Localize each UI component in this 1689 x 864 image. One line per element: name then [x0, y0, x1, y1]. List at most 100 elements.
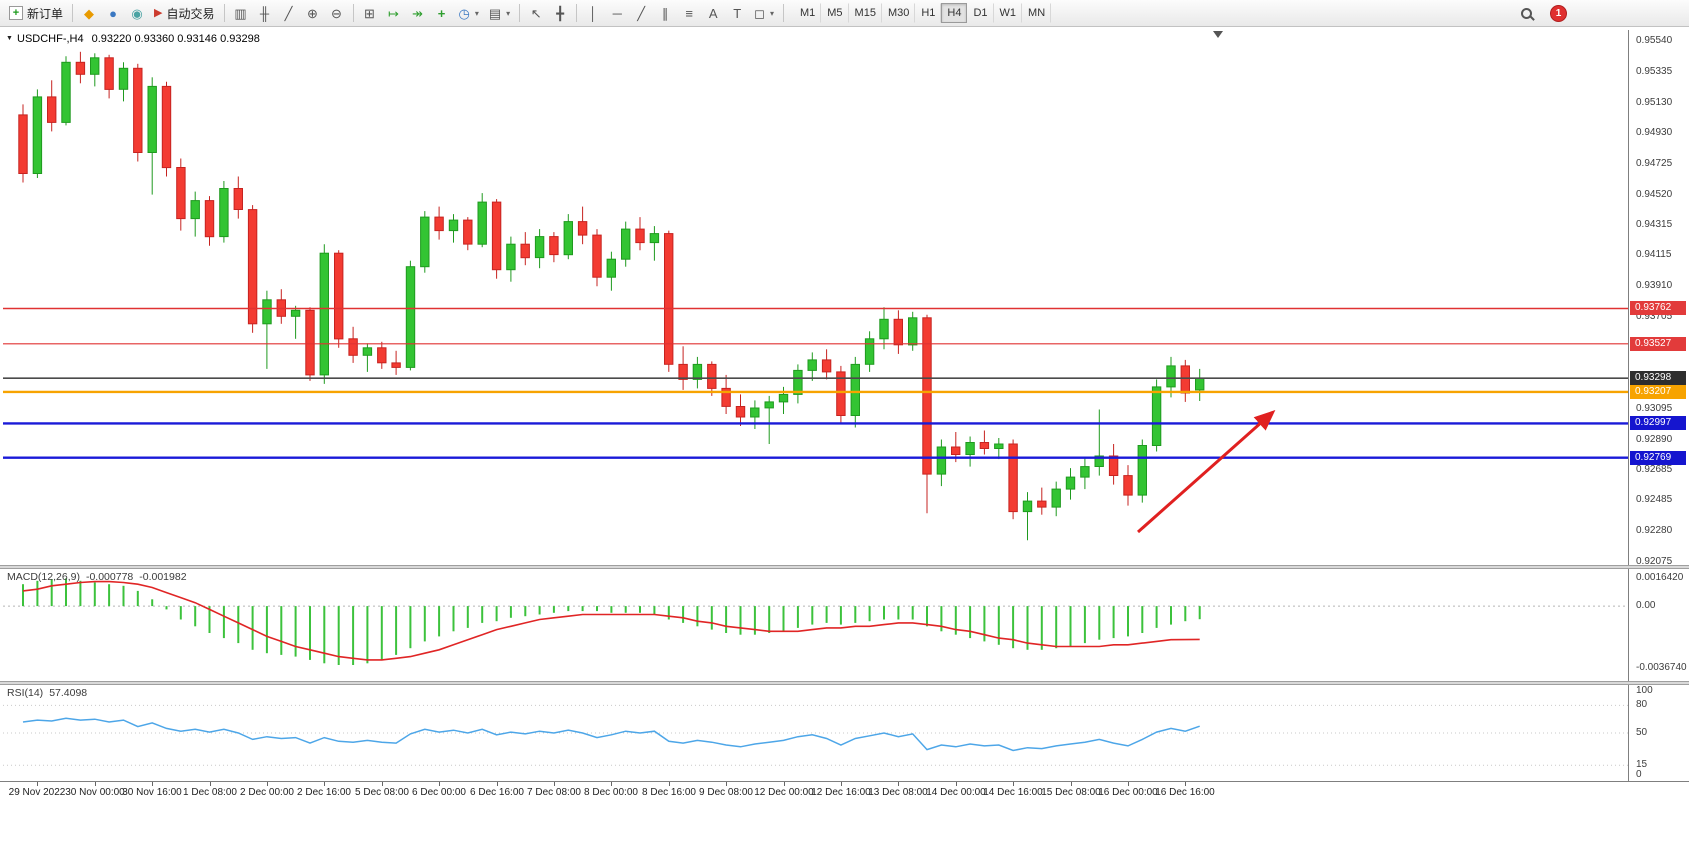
time-tick-label: 13 Dec 08:00	[868, 787, 928, 798]
toolbar-separator	[72, 4, 74, 22]
rsi-tick-label: 0	[1636, 769, 1642, 780]
price-tick-label: 0.95540	[1636, 35, 1673, 46]
horizontal-line-icon: ─	[612, 5, 622, 21]
zoom-in-button[interactable]: ⊕	[301, 2, 325, 24]
fibonacci-icon: ≡	[685, 5, 693, 21]
toolbar-separator	[352, 4, 354, 22]
vertical-line-icon: │	[589, 5, 598, 21]
timeframe-button-w1[interactable]: W1	[994, 3, 1023, 23]
macd-tick-label: -0.0036740	[1636, 662, 1687, 673]
timeframe-button-m15[interactable]: M15	[849, 3, 882, 23]
timeframe-button-m1[interactable]: M1	[794, 3, 822, 23]
chevron-down-icon: ▾	[506, 8, 511, 18]
time-tick-label: 12 Dec 00:00	[754, 787, 814, 798]
time-tick-label: 12 Dec 16:00	[811, 787, 871, 798]
time-tick-mark	[669, 782, 670, 786]
tile-windows-button[interactable]: ⊞	[358, 2, 382, 24]
time-tick-mark	[1071, 782, 1072, 786]
new-order-button[interactable]: + 新订单	[4, 2, 68, 24]
price-tick-label: 0.93095	[1636, 403, 1673, 414]
line-chart-button[interactable]: ╱	[277, 2, 301, 24]
price-tick-label: 0.94115	[1636, 249, 1672, 260]
price-tick-label: 0.95335	[1636, 66, 1673, 77]
metaeditor-button[interactable]: ◆	[77, 2, 101, 24]
add-indicator-icon: +	[437, 5, 446, 21]
auto-trading-button[interactable]: ▶ 自动交易	[149, 2, 219, 24]
time-axis-line	[0, 781, 1689, 782]
time-tick-label: 30 Nov 00:00	[65, 787, 125, 798]
crosshair-button[interactable]: ╋	[548, 2, 572, 24]
metaeditor-icon: ◆	[84, 5, 95, 21]
timeframe-button-m5[interactable]: M5	[821, 3, 849, 23]
zoom-out-icon: ⊖	[331, 5, 342, 21]
time-tick-mark	[784, 782, 785, 786]
trend-arrow[interactable]	[1137, 410, 1276, 534]
clock-icon: ◷	[458, 5, 470, 21]
vertical-line-button[interactable]: │	[581, 2, 605, 24]
price-tick-label: 0.94520	[1636, 189, 1673, 200]
chart-shift-button[interactable]: ↦	[382, 2, 406, 24]
time-axis[interactable]: 29 Nov 2022 30 Nov 00:00 30 Nov 16:00 1 Dec…	[0, 782, 1689, 812]
price-scale[interactable]: 0.95540 0.95335 0.95130 0.94930 0.94725 0.945…	[1628, 30, 1689, 567]
signals-button[interactable]: ◉	[125, 2, 149, 24]
text-label-button[interactable]: T	[725, 2, 749, 24]
rsi-line	[22, 717, 1200, 752]
chart-ohlc-values: 0.93220 0.93360 0.93146 0.93298	[91, 33, 260, 45]
price-level-badge: 0.92769	[1630, 451, 1686, 465]
fibonacci-button[interactable]: ≡	[677, 2, 701, 24]
line-chart-icon: ╱	[284, 5, 293, 21]
rsi-value: 57.4098	[49, 687, 88, 699]
new-order-label: 新订单	[27, 6, 64, 21]
channel-button[interactable]: ∥	[653, 2, 677, 24]
macd-scale[interactable]: 0.0016420 0.00 -0.0036740	[1628, 569, 1689, 681]
chart-window: ▼ USDCHF-,H4 0.93220 0.93360 0.93146 0.9…	[0, 27, 1689, 864]
text-label-icon: T	[733, 5, 742, 21]
shapes-button[interactable]: ◻ ▾	[749, 2, 779, 24]
market-button[interactable]: ●	[101, 2, 125, 24]
timeframe-button-d1[interactable]: D1	[967, 3, 994, 23]
template-button[interactable]: ▤ ▾	[484, 2, 515, 24]
macd-plot[interactable]	[3, 569, 1628, 681]
time-tick-label: 9 Dec 08:00	[699, 787, 753, 798]
panel-divider[interactable]	[0, 565, 1689, 569]
crosshair-icon: ╋	[556, 5, 565, 21]
price-level-badge: 0.93298	[1630, 371, 1686, 385]
candlestick-button[interactable]: ╫	[253, 2, 277, 24]
time-tick-mark	[267, 782, 268, 786]
timeframe-button-h1[interactable]: H1	[915, 3, 942, 23]
time-tick-label: 8 Dec 00:00	[584, 787, 638, 798]
zoom-out-button[interactable]: ⊖	[325, 2, 349, 24]
add-indicator-button[interactable]: +	[430, 2, 454, 24]
timeframe-button-mn[interactable]: MN	[1022, 3, 1052, 23]
market-icon: ●	[109, 5, 117, 21]
cursor-button[interactable]: ↖	[524, 2, 548, 24]
auto-scroll-button[interactable]: ↠	[406, 2, 430, 24]
trendline-button[interactable]: ╱	[629, 2, 653, 24]
rsi-scale[interactable]: 100 80 50 15 0	[1628, 685, 1689, 781]
chevron-down-icon: ▾	[474, 8, 479, 18]
trendline-icon: ╱	[637, 5, 646, 21]
rsi-tick-label: 80	[1636, 699, 1648, 710]
time-tick-mark	[382, 782, 383, 786]
text-button[interactable]: A	[701, 2, 725, 24]
macd-histogram	[22, 578, 1201, 665]
panel-divider[interactable]	[0, 681, 1689, 685]
shift-marker-icon	[1213, 31, 1223, 38]
timeframe-button-h4[interactable]: H4	[941, 3, 968, 23]
one-click-trading-toggle[interactable]: ▼	[6, 35, 13, 42]
candlestick-plot[interactable]	[3, 30, 1628, 565]
timeframe-button-m30[interactable]: M30	[882, 3, 916, 23]
time-tick-label: 6 Dec 00:00	[412, 787, 466, 798]
toolbar-separator	[223, 4, 225, 22]
price-tick-label: 0.92280	[1636, 525, 1673, 536]
rsi-label: RSI(14) 57.4098	[7, 687, 87, 699]
search-button[interactable]	[1514, 2, 1538, 24]
price-tick-label: 0.92075	[1636, 556, 1673, 567]
rsi-plot[interactable]	[3, 685, 1628, 781]
periods-button[interactable]: ◷ ▾	[454, 2, 484, 24]
notification-badge[interactable]: 1	[1550, 4, 1567, 22]
candlestick-icon: ╫	[259, 5, 270, 21]
bar-chart-button[interactable]: ▥	[229, 2, 253, 24]
horizontal-line-button[interactable]: ─	[605, 2, 629, 24]
